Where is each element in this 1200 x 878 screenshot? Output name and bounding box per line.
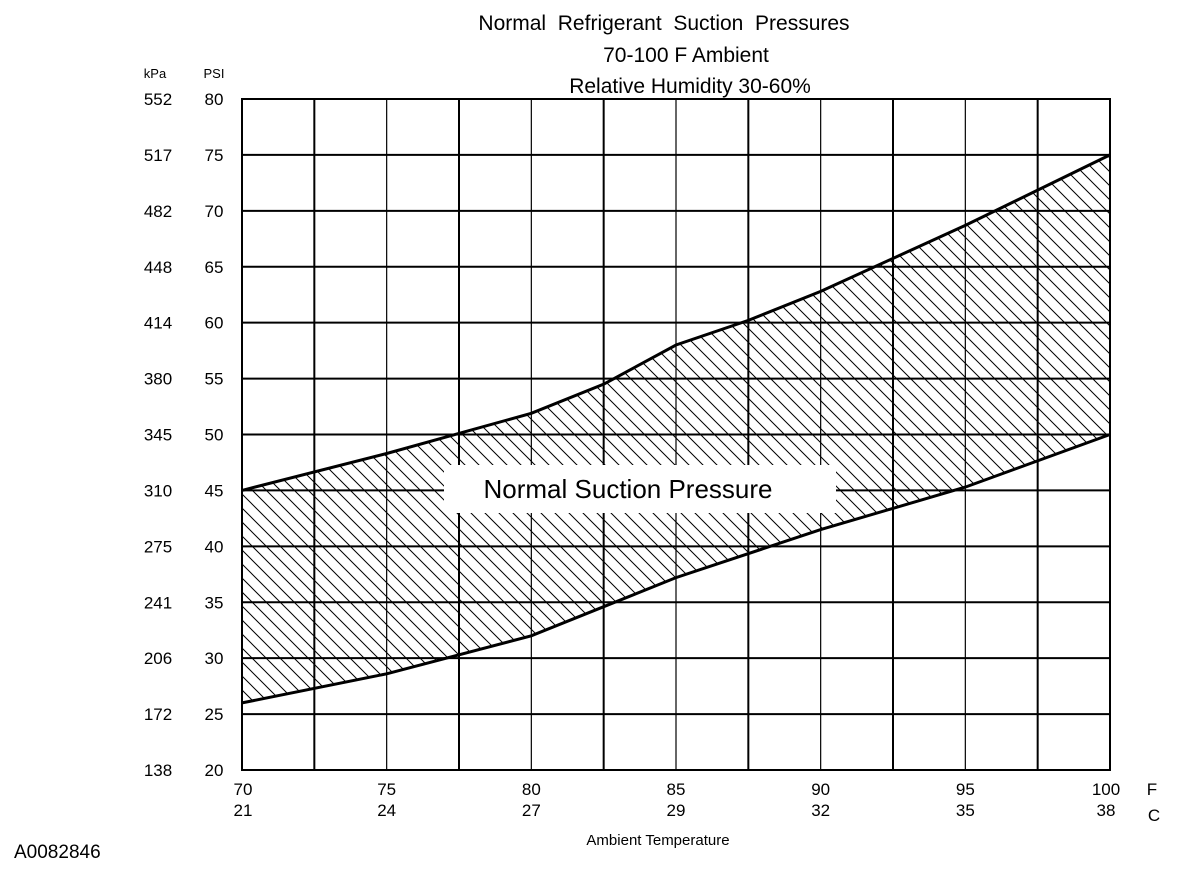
y-unit-kpa: kPa [144,66,167,81]
y-tick-psi: 40 [205,537,224,556]
x-tick-c: 35 [956,801,975,820]
y-tick-kpa: 552 [144,90,172,109]
y-tick-psi: 25 [205,705,224,724]
y-tick-psi: 20 [205,761,224,780]
y-tick-psi: 55 [205,370,224,389]
x-tick-f: 70 [234,780,253,799]
y-tick-psi: 60 [205,314,224,333]
y-tick-psi: 35 [205,593,224,612]
y-axis-labels: 552 80 517 75 482 70 448 65 414 60 380 55 345 50 310 45… [144,90,224,780]
y-tick-kpa: 310 [144,481,172,500]
x-axis-labels: 70 21 75 24 80 27 85 29 90 32 95 35 100 38 [234,780,1121,820]
x-tick-c: 32 [811,801,830,820]
y-tick-kpa: 275 [144,537,172,556]
x-tick-f: 75 [377,780,396,799]
y-tick-psi: 50 [205,426,224,445]
grid [241,98,1111,771]
x-tick-f: 95 [956,780,975,799]
y-tick-psi: 45 [205,481,224,500]
y-tick-psi: 80 [205,90,224,109]
y-tick-psi: 65 [205,258,224,277]
y-tick-kpa: 138 [144,761,172,780]
chart-title-line-1: Normal Refrigerant Suction Pressures [478,12,849,35]
y-tick-kpa: 206 [144,649,172,668]
y-tick-kpa: 241 [144,593,172,612]
band-label: Normal Suction Pressure [484,474,773,504]
x-tick-f: 80 [522,780,541,799]
x-tick-c: 21 [234,801,253,820]
x-tick-c: 29 [667,801,686,820]
upper-boundary-line [241,153,1111,492]
lower-boundary-line [241,433,1111,705]
x-unit-f: F [1147,780,1157,799]
x-tick-f: 90 [811,780,830,799]
y-unit-psi: PSI [204,66,225,81]
y-tick-kpa: 172 [144,705,172,724]
y-tick-kpa: 448 [144,258,172,277]
image-code: A0082846 [14,842,101,863]
y-tick-kpa: 380 [144,370,172,389]
y-tick-psi: 70 [205,202,224,221]
x-unit-c: C [1148,806,1160,825]
band-boundaries [241,153,1111,705]
x-tick-c: 27 [522,801,541,820]
y-tick-kpa: 482 [144,202,172,221]
chart-title-line-3: Relative Humidity 30-60% [569,75,811,98]
x-tick-c: 38 [1097,801,1116,820]
x-tick-f: 85 [667,780,686,799]
band-label-box: Normal Suction Pressure [444,465,836,513]
y-tick-psi: 75 [205,146,224,165]
y-tick-kpa: 414 [144,314,172,333]
chart-title-line-2: 70-100 F Ambient [603,44,769,67]
y-tick-kpa: 517 [144,146,172,165]
x-tick-c: 24 [377,801,396,820]
x-axis-title: Ambient Temperature [586,832,729,849]
y-tick-psi: 30 [205,649,224,668]
x-tick-f: 100 [1092,780,1120,799]
y-tick-kpa: 345 [144,426,172,445]
